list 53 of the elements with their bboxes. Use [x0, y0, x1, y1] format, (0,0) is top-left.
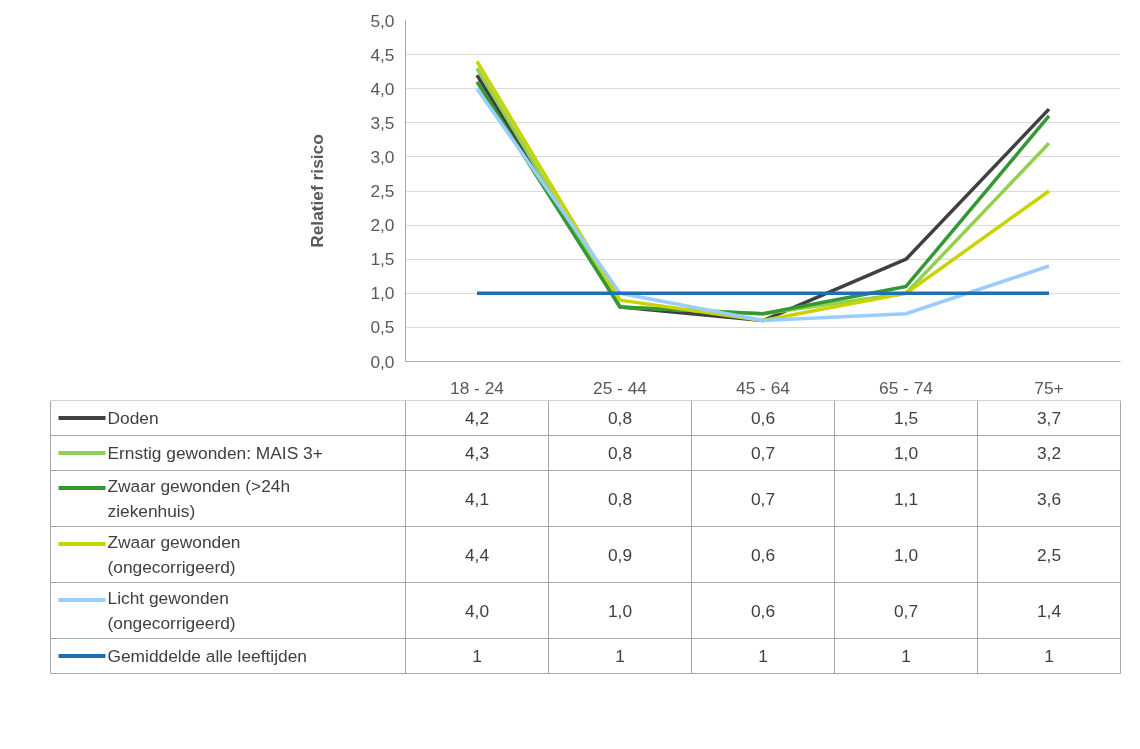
data-label: 0,8	[607, 488, 633, 509]
data-label: 1	[472, 646, 482, 666]
data-label: 4,3	[464, 443, 490, 463]
data-label: 0,7	[750, 443, 776, 463]
y-tick-label: 3,5	[370, 112, 395, 133]
y-tick-label: 4,0	[370, 78, 395, 99]
y-tick-label: 0,5	[370, 317, 395, 338]
data-label: 3,6	[1036, 488, 1062, 509]
data-label: 0,6	[750, 600, 776, 621]
legend-label: Doden	[107, 408, 159, 428]
data-label: 3,7	[1036, 408, 1062, 428]
data-label: 4,4	[464, 544, 490, 565]
data-label: 1,4	[1036, 600, 1062, 621]
data-label: 0,9	[607, 544, 633, 565]
y-tick-label: 5,0	[370, 10, 395, 31]
data-label: 0,8	[607, 408, 633, 428]
data-label: 0,8	[607, 443, 633, 463]
x-tick-label: 25 - 44	[593, 377, 648, 398]
data-label: 1,0	[893, 443, 919, 463]
data-label: 0,6	[750, 544, 776, 565]
data-label: 1,0	[607, 600, 633, 621]
y-tick-label: 1,0	[370, 283, 395, 304]
data-label: 1	[758, 646, 768, 666]
data-label: 0,7	[750, 488, 776, 509]
y-tick-label: 4,5	[370, 44, 395, 65]
legend-label: Ernstig gewonden: MAIS 3+	[107, 443, 323, 463]
legend-label: Zwaar gewonden (>24h ziekenhuis)	[107, 476, 291, 521]
data-label: 4,2	[464, 408, 490, 428]
legend-label: Licht gewonden (ongecorrigeerd)	[107, 588, 236, 633]
data-label: 1,1	[893, 488, 919, 509]
x-tick-label: 45 - 64	[736, 377, 791, 398]
y-tick-label: 0,0	[370, 351, 395, 372]
data-label: 1,0	[893, 544, 919, 565]
data-label: 2,5	[1036, 544, 1062, 565]
data-label: 1	[615, 646, 625, 666]
data-label: 0,6	[750, 408, 776, 428]
y-tick-label: 1,5	[370, 249, 395, 270]
data-label: 0,7	[893, 600, 919, 621]
legend-label: Gemiddelde alle leeftijden	[107, 646, 307, 666]
y-tick-label: 2,0	[370, 215, 395, 236]
data-label: 1	[1044, 646, 1054, 666]
data-label: 1	[901, 646, 911, 666]
data-label: 4,0	[464, 600, 490, 621]
y-axis-title: Relatief risico	[307, 134, 328, 248]
data-label: 3,2	[1036, 443, 1062, 463]
y-tick-label: 2,5	[370, 181, 395, 201]
legend-label: Zwaar gewonden (ongecorrigeerd)	[107, 532, 241, 577]
data-label: 4,1	[464, 488, 490, 509]
y-tick-label: 3,0	[370, 146, 395, 167]
x-tick-label: 65 - 74	[879, 377, 934, 398]
data-label: 1,5	[893, 408, 919, 428]
x-tick-label: 18 - 24	[450, 377, 505, 398]
x-tick-label: 75+	[1034, 377, 1064, 398]
